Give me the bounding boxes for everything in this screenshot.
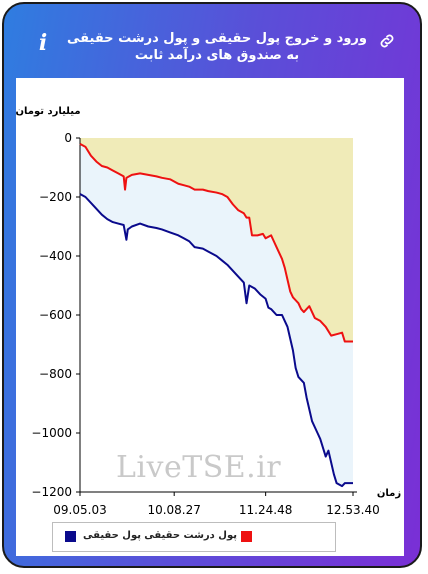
series-line-real-money[interactable]: [79, 193, 353, 488]
legend-swatch-big-real-money: [241, 531, 252, 542]
link-icon[interactable]: [378, 32, 396, 50]
y-tick-label: −1200: [31, 485, 72, 499]
watermark: LiveTSE.ir: [116, 450, 282, 485]
x-tick-label: 10.08.27: [147, 503, 200, 517]
legend-item-real-money[interactable]: پول حقیقی: [65, 530, 145, 544]
area-between-series: [80, 143, 353, 487]
legend-swatch-real-money: [65, 531, 76, 542]
info-icon[interactable]: i: [38, 30, 48, 56]
x-tick-label: 09.05.03: [53, 503, 106, 517]
y-tick-label: −600: [39, 308, 72, 322]
y-tick-label: −400: [39, 249, 72, 263]
area-above-red: [80, 138, 353, 342]
legend-label-big-real-money: پول درشت حقیقی: [144, 530, 237, 541]
y-tick-label: −1000: [31, 426, 72, 440]
x-tick-label: 11.24.48: [239, 503, 292, 517]
chart-card: i ورود و خروج پول حقیقی و پول درشت حقیقی…: [2, 2, 422, 568]
chart-svg: 0 −200 −400 −600 −800 −1000 −1200 09.05.03 10.08…: [16, 106, 401, 517]
x-axis-title: زمان: [377, 488, 401, 499]
card-header: i ورود و خروج پول حقیقی و پول درشت حقیقی…: [32, 26, 396, 76]
y-tick-label: −800: [39, 367, 72, 381]
legend-item-big-real-money[interactable]: پول درشت حقیقی: [144, 530, 333, 544]
chart-legend: پول درشت حقیقی پول حقیقی: [52, 522, 336, 552]
y-tick-label: −200: [39, 190, 72, 204]
y-axis-title: میلیارد تومان: [16, 106, 81, 117]
chart-title: ورود و خروج پول حقیقی و پول درشت حقیقی ب…: [67, 31, 367, 63]
legend-label-real-money: پول حقیقی: [83, 530, 141, 541]
chart-panel: 0 −200 −400 −600 −800 −1000 −1200 09.05.03 10.08…: [16, 78, 404, 556]
x-tick-label: 12.53.40: [326, 503, 379, 517]
y-tick-label: 0: [64, 131, 72, 145]
series-line-big-real-money[interactable]: [79, 143, 353, 343]
